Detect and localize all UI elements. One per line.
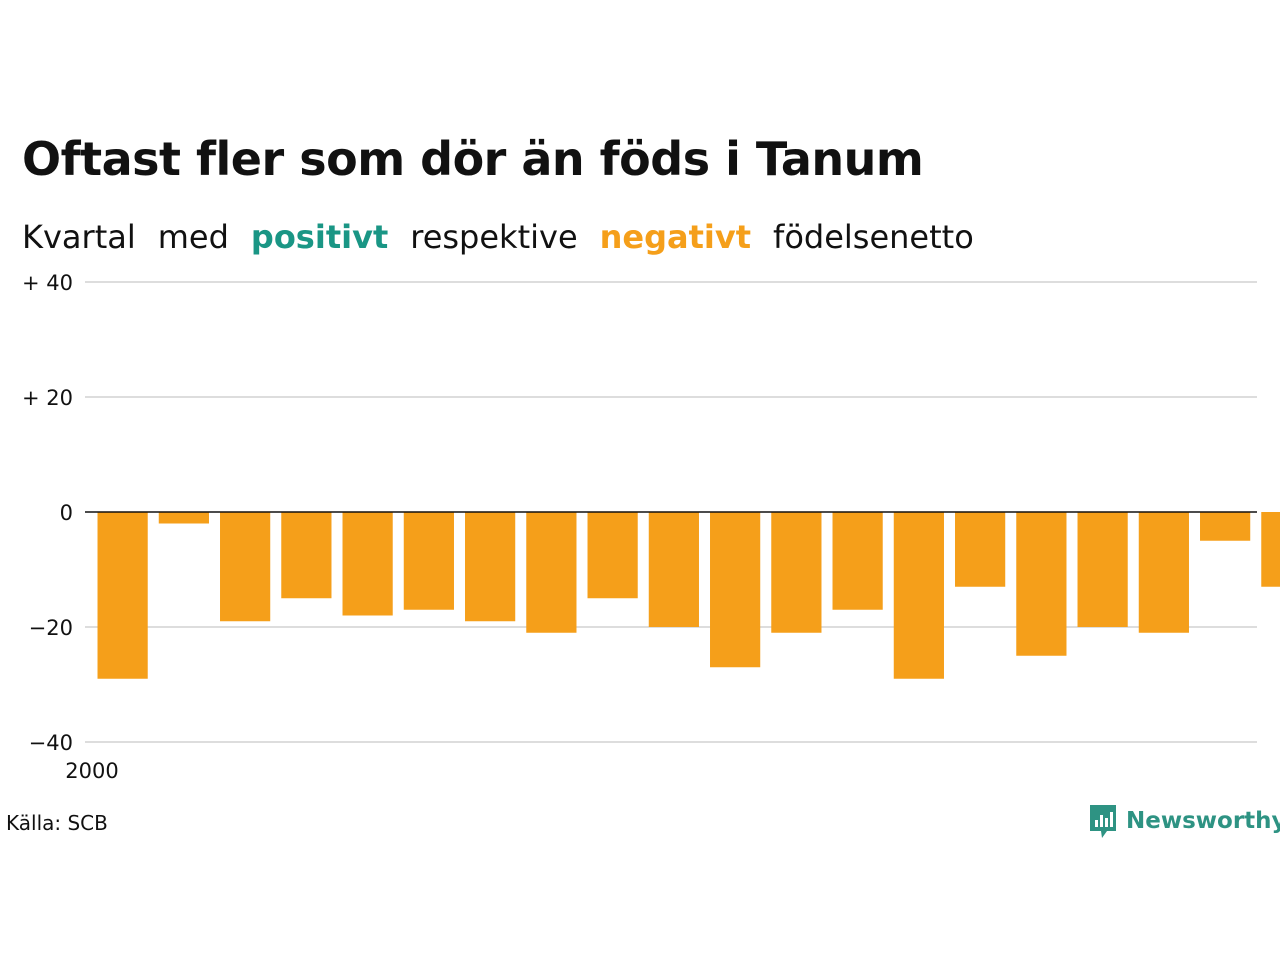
y-tick-label: −20 xyxy=(29,616,73,640)
bar xyxy=(893,512,944,679)
bar xyxy=(281,512,332,599)
x-tick-label: 2000 xyxy=(65,759,118,783)
y-tick-label: 0 xyxy=(60,501,73,525)
bar xyxy=(710,512,761,668)
bar xyxy=(771,512,822,633)
subtitle-part-respectively: respektive xyxy=(410,218,578,256)
bar xyxy=(955,512,1006,587)
bar xyxy=(342,512,393,616)
subtitle-part-quarter: Kvartal xyxy=(22,218,136,256)
y-tick-label: −40 xyxy=(29,731,73,755)
chart-subtitle: Kvartal med positivt respektive negativt föde… xyxy=(22,218,996,256)
bar xyxy=(1016,512,1067,656)
bar xyxy=(1261,512,1280,587)
source-note: Källa: SCB xyxy=(6,811,108,835)
subtitle-positive-word: positivt xyxy=(250,218,389,256)
subtitle-negative-word: negativt xyxy=(599,218,752,256)
bar xyxy=(832,512,883,610)
subtitle-part-with: med xyxy=(157,218,229,256)
newsworthy-chart-bubble-icon xyxy=(1090,805,1116,838)
bar xyxy=(97,512,148,679)
bar-chart: + 40+ 200−20−4020002005201020152020 xyxy=(22,271,1280,783)
chart-title: Oftast fler som dör än föds i Tanum xyxy=(22,132,924,186)
bar xyxy=(403,512,454,610)
bar xyxy=(587,512,638,599)
newsworthy-logo-text: Newsworthy xyxy=(1126,808,1280,834)
bar xyxy=(648,512,699,627)
bar xyxy=(465,512,516,622)
newsworthy-logo: Newsworthy xyxy=(1088,803,1280,839)
bar xyxy=(1077,512,1128,627)
bar xyxy=(1138,512,1189,633)
y-tick-label: + 40 xyxy=(22,271,73,295)
bar xyxy=(220,512,271,622)
bar xyxy=(526,512,577,633)
subtitle-part-birth-net: födelsenetto xyxy=(773,218,974,256)
y-tick-label: + 20 xyxy=(22,386,73,410)
bar xyxy=(158,512,209,524)
bar xyxy=(1200,512,1251,541)
